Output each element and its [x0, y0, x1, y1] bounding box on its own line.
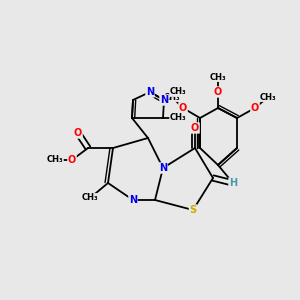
Text: CH₃: CH₃	[170, 113, 186, 122]
Text: O: O	[191, 123, 199, 133]
Text: N: N	[146, 87, 154, 97]
Text: N: N	[160, 95, 168, 105]
Text: CH₃: CH₃	[164, 92, 180, 101]
Text: H: H	[229, 178, 237, 188]
Text: CH₃: CH₃	[170, 88, 186, 97]
Text: O: O	[251, 103, 259, 113]
Text: CH₃: CH₃	[47, 155, 63, 164]
Text: O: O	[179, 103, 187, 113]
Text: CH₃: CH₃	[210, 73, 226, 82]
Text: CH₃: CH₃	[82, 194, 98, 202]
Text: O: O	[68, 155, 76, 165]
Text: S: S	[189, 205, 197, 215]
Text: O: O	[74, 128, 82, 138]
Text: CH₃: CH₃	[260, 92, 276, 101]
Text: O: O	[214, 87, 222, 97]
Text: N: N	[159, 163, 167, 173]
Text: N: N	[129, 195, 137, 205]
